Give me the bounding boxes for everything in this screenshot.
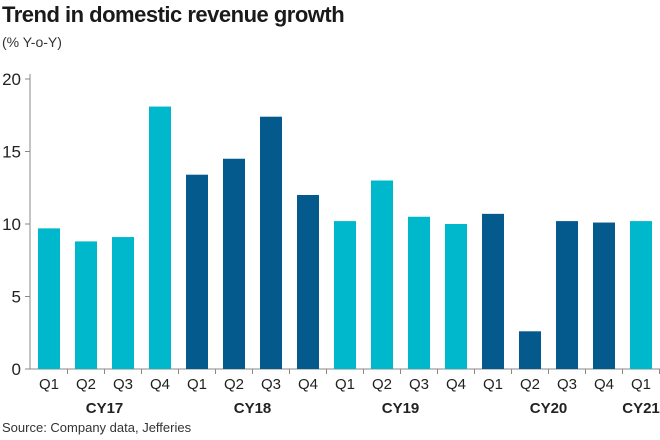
y-tick-label: 20 [2,70,21,89]
bar [112,237,134,369]
x-tick-label: Q4 [594,376,614,393]
x-tick-label: Q4 [446,376,466,393]
bar [371,180,393,369]
x-tick-label: Q3 [409,376,429,393]
bar [38,228,60,369]
x-tick-label: Q1 [187,376,207,393]
bar [593,222,615,369]
bar [186,174,208,369]
year-label: CY19 [382,400,420,417]
bar [519,331,541,369]
bar [556,221,578,369]
bar [445,224,467,369]
x-tick-label: Q2 [224,376,244,393]
x-tick-label: Q3 [261,376,281,393]
y-tick-label: 5 [12,288,21,307]
chart-source: Source: Company data, Jefferies [2,420,192,435]
x-tick-label: Q2 [372,376,392,393]
x-tick-label: Q3 [557,376,577,393]
x-tick-label: Q3 [113,376,133,393]
year-label: CY17 [86,400,124,417]
bar [297,195,319,369]
bar [630,221,652,369]
x-tick-label: Q1 [483,376,503,393]
bar [408,216,430,369]
x-tick-label: Q2 [76,376,96,393]
bar [260,116,282,369]
bar [223,158,245,369]
chart-title: Trend in domestic revenue growth [2,2,345,27]
y-tick-label: 15 [2,143,21,162]
year-label: CY20 [530,400,568,417]
bar [149,106,171,370]
chart-subtitle: (% Y-o-Y) [2,34,62,50]
y-tick-label: 0 [12,360,21,379]
year-label: CY18 [234,400,272,417]
x-tick-label: Q4 [298,376,318,393]
x-tick-label: Q4 [150,376,170,393]
x-tick-label: Q1 [631,376,651,393]
bar [334,221,356,369]
x-tick-label: Q2 [520,376,540,393]
y-tick-label: 10 [2,215,21,234]
x-tick-label: Q1 [335,376,355,393]
bar [75,241,97,369]
bar [482,213,504,369]
year-label: CY21 [622,400,660,417]
x-tick-label: Q1 [39,376,59,393]
